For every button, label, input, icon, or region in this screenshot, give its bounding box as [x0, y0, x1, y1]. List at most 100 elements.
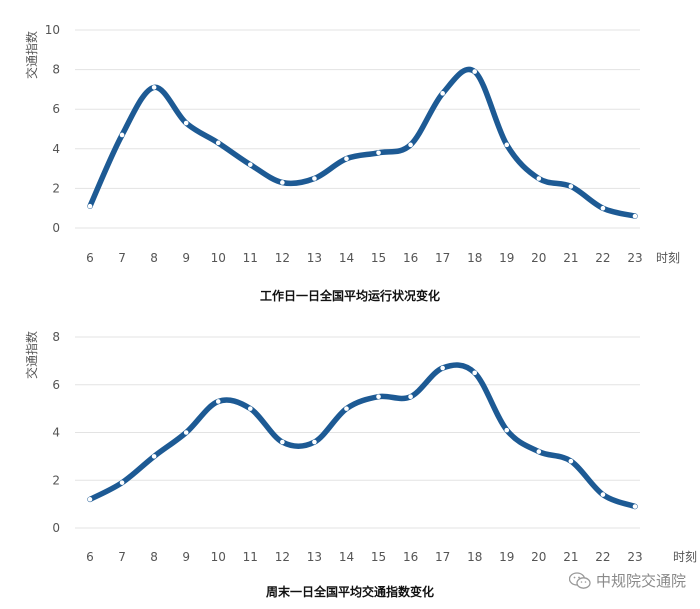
data-point: [536, 176, 542, 181]
y-tick-label: 2: [52, 181, 60, 195]
y-tick-label: 0: [52, 221, 60, 235]
x-tick-label: 8: [150, 251, 158, 265]
data-point: [472, 69, 478, 74]
y-ticks: 0 2 4 6 8 10: [45, 23, 60, 235]
data-point: [312, 176, 317, 181]
x-tick-label: 16: [403, 550, 418, 564]
data-point: [600, 492, 606, 497]
data-point: [119, 480, 125, 485]
data-point: [568, 184, 574, 189]
y-tick-label: 8: [52, 330, 60, 344]
series-line: [87, 362, 638, 510]
x-tick-label: 22: [595, 251, 610, 265]
data-point: [215, 399, 221, 404]
data-point: [151, 454, 157, 459]
chart-title: 工作日一日全国平均运行状况变化: [260, 288, 440, 303]
series: [87, 362, 638, 510]
data-point: [247, 162, 253, 167]
data-point: [183, 430, 189, 435]
data-point: [632, 504, 638, 509]
x-tick-label: 13: [307, 550, 322, 564]
y-ticks: 0 2 4 6 8: [52, 330, 60, 535]
x-tick-label: 15: [371, 550, 386, 564]
x-axis-unit: 时刻: [656, 251, 680, 265]
data-point: [215, 140, 221, 146]
x-tick-label: 14: [339, 550, 354, 564]
data-point: [312, 439, 317, 445]
y-tick-label: 10: [45, 23, 60, 37]
x-tick-label: 6: [86, 550, 94, 564]
y-tick-label: 0: [52, 521, 60, 535]
series: [87, 66, 638, 219]
watermark-text: 中规院交通院: [595, 572, 686, 590]
data-point: [280, 180, 285, 185]
points: [87, 69, 638, 219]
y-axis-label: 交通指数: [24, 331, 39, 379]
data-point: [87, 497, 93, 502]
x-tick-label: 8: [150, 550, 158, 564]
series-line: [87, 66, 638, 219]
x-tick-label: 7: [118, 251, 126, 265]
chart-weekend: 0 2 4 6 8 6 7 8 9 10 11 12 13 14 15 16 17 18 19 20 21 22 23 交…: [24, 330, 697, 599]
x-tick-label: 12: [275, 251, 290, 265]
wechat-icon: [568, 571, 591, 590]
data-point: [600, 205, 606, 211]
x-tick-label: 19: [499, 251, 514, 265]
data-point: [344, 156, 349, 161]
watermark: 中规院交通院: [568, 570, 686, 591]
chart-title: 周末一日全国平均交通指数变化: [266, 584, 434, 599]
x-tick-label: 19: [499, 550, 514, 564]
data-point: [280, 439, 285, 445]
data-point: [151, 85, 157, 90]
x-tick-label: 16: [403, 251, 418, 265]
data-point: [440, 365, 445, 371]
x-tick-label: 17: [435, 251, 450, 265]
x-tick-label: 9: [182, 550, 190, 564]
data-point: [376, 150, 381, 156]
y-tick-label: 2: [52, 473, 60, 487]
data-point: [504, 142, 510, 148]
data-point: [183, 120, 189, 126]
gridlines: [75, 29, 640, 229]
y-tick-label: 6: [52, 378, 60, 392]
data-point: [247, 406, 253, 411]
data-point: [344, 406, 349, 411]
data-point: [632, 213, 638, 219]
x-tick-label: 7: [118, 550, 126, 564]
x-tick-label: 17: [435, 550, 450, 564]
x-tick-label: 10: [211, 550, 226, 564]
x-ticks: 6 7 8 9 10 11 12 13 14 15 16 17 18 19 20 21 22 23: [86, 550, 642, 564]
x-tick-label: 20: [531, 550, 546, 564]
x-ticks: 6 7 8 9 10 11 12 13 14 15 16 17 18 19 20 21 22 23: [86, 251, 642, 265]
gridlines: [75, 336, 640, 529]
y-tick-label: 8: [52, 63, 60, 77]
x-tick-label: 23: [627, 550, 642, 564]
x-tick-label: 12: [275, 550, 290, 564]
points: [87, 365, 638, 509]
x-tick-label: 21: [563, 251, 578, 265]
x-tick-label: 21: [563, 550, 578, 564]
data-point: [376, 394, 381, 399]
y-tick-label: 6: [52, 102, 60, 116]
x-axis-unit: 时刻: [673, 550, 697, 564]
y-tick-label: 4: [52, 426, 60, 440]
x-tick-label: 22: [595, 550, 610, 564]
x-tick-label: 23: [627, 251, 642, 265]
chart-weekday: 0 2 4 6 8 10 6 7 8 9 10 11 12 13 14 15 16 17 18 19 20 21 22 23…: [24, 23, 680, 303]
data-point: [536, 449, 542, 454]
data-point: [440, 91, 445, 96]
x-tick-label: 15: [371, 251, 386, 265]
x-tick-label: 14: [339, 251, 354, 265]
x-tick-label: 11: [243, 251, 258, 265]
x-tick-label: 6: [86, 251, 94, 265]
data-point: [119, 132, 125, 138]
x-tick-label: 13: [307, 251, 322, 265]
x-tick-label: 10: [211, 251, 226, 265]
data-point: [408, 394, 413, 399]
data-point: [568, 458, 574, 464]
y-tick-label: 4: [52, 142, 60, 156]
data-point: [408, 142, 413, 148]
data-point: [87, 203, 93, 209]
x-tick-label: 11: [243, 550, 258, 564]
